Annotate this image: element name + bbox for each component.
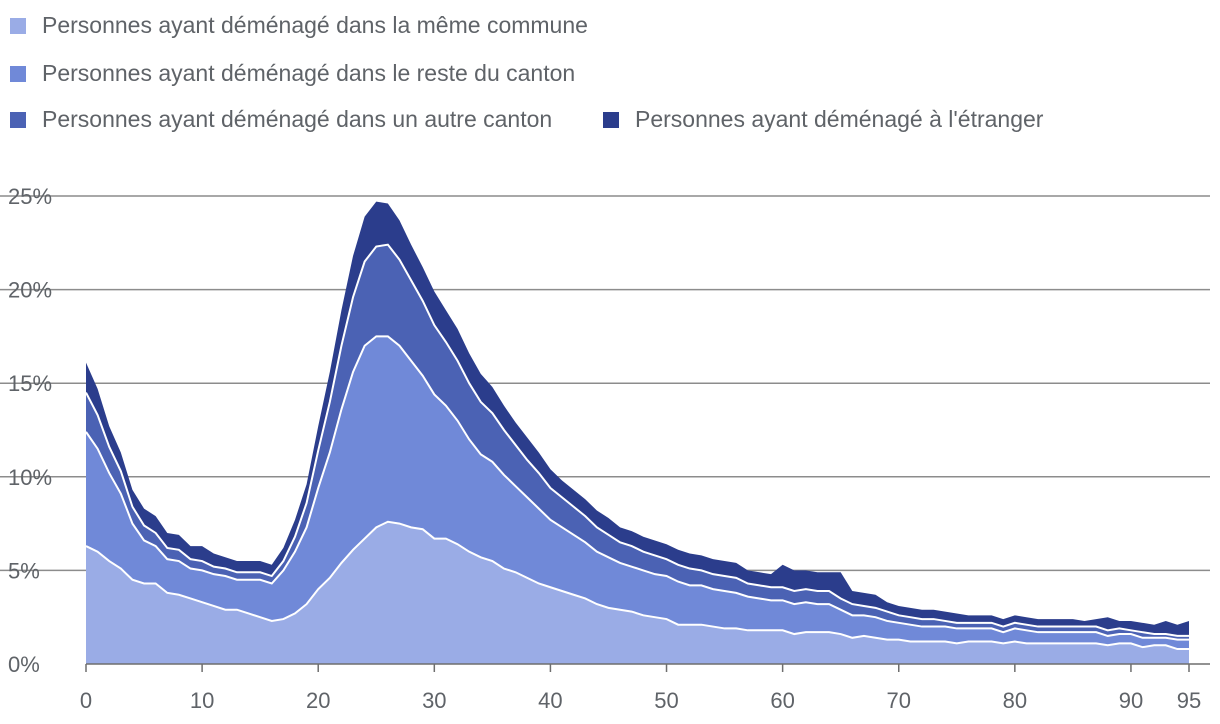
legend-swatch-rest-of-canton <box>10 65 26 82</box>
y-tick-label: 20% <box>8 278 52 303</box>
legend-swatch-same-commune <box>10 17 26 34</box>
x-tick-label: 40 <box>538 688 562 713</box>
x-tick-label: 90 <box>1119 688 1143 713</box>
legend-item-rest-of-canton[interactable]: Personnes ayant déménagé dans le reste d… <box>10 60 575 87</box>
x-tick-label: 60 <box>770 688 794 713</box>
y-tick-label: 0% <box>8 652 40 677</box>
legend-swatch-other-canton <box>10 111 26 128</box>
y-tick-label: 10% <box>8 465 52 490</box>
x-tick-label: 0 <box>80 688 92 713</box>
y-tick-label: 25% <box>8 184 52 209</box>
legend-label-rest-of-canton: Personnes ayant déménagé dans le reste d… <box>42 60 576 86</box>
y-tick-label: 5% <box>8 558 40 583</box>
area-boundary-2 <box>85 335 1189 641</box>
area-series-1 <box>86 521 1189 664</box>
area-boundary-1 <box>85 520 1189 651</box>
y-tick-label: 15% <box>8 371 52 396</box>
chart-legend: Personnes ayant déménagé dans la même co… <box>0 0 1220 150</box>
x-tick-label: 30 <box>422 688 446 713</box>
legend-label-same-commune: Personnes ayant déménagé dans la même co… <box>42 12 588 38</box>
area-series-2 <box>86 336 1189 650</box>
legend-swatch-abroad <box>603 111 619 128</box>
area-series-3 <box>86 244 1189 640</box>
x-tick-label: 50 <box>654 688 678 713</box>
legend-item-same-commune[interactable]: Personnes ayant déménagé dans la même co… <box>10 12 588 39</box>
x-tick-label: 70 <box>886 688 910 713</box>
legend-label-other-canton: Personnes ayant déménagé dans un autre c… <box>42 106 553 132</box>
x-tick-label: 10 <box>190 688 214 713</box>
x-tick-label: 80 <box>1003 688 1027 713</box>
area-boundary-3 <box>85 243 1189 637</box>
legend-item-abroad[interactable]: Personnes ayant déménagé à l'étranger <box>603 106 1043 133</box>
legend-label-abroad: Personnes ayant déménagé à l'étranger <box>635 106 1044 132</box>
legend-item-other-canton[interactable]: Personnes ayant déménagé dans un autre c… <box>10 106 552 133</box>
x-tick-label: 20 <box>306 688 330 713</box>
x-tick-label: 95 <box>1177 688 1201 713</box>
